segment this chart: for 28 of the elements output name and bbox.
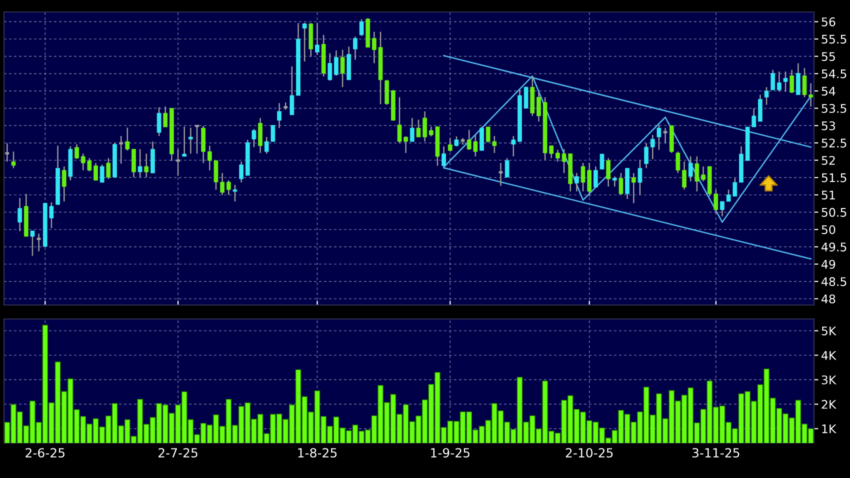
y-tick-label: 52.5: [822, 138, 846, 148]
y-tick-label: 1K: [822, 424, 836, 434]
y-tick-label: 55.5: [822, 34, 846, 44]
y-tick-label: 50: [822, 225, 836, 234]
y-tick-label: 50.5: [822, 208, 846, 217]
y-tick-label: 49.5: [822, 242, 846, 252]
x-tick-label: 1-9-25: [431, 448, 470, 458]
y-tick-label: 48.5: [822, 277, 846, 286]
y-tick-label: 55: [822, 52, 835, 61]
y-tick-label: 51: [822, 190, 835, 200]
y-tick-label: 54: [822, 86, 836, 96]
y-tick-label: 3K: [822, 375, 836, 384]
x-tick-label: 3-11-25: [692, 448, 740, 458]
y-tick-label: 52: [822, 156, 835, 165]
x-tick-label: 2-10-25: [566, 448, 613, 458]
y-tick-label: 53: [822, 121, 836, 130]
y-tick-label: 53.5: [822, 104, 846, 113]
y-tick-label: 48: [822, 294, 836, 304]
y-tick-label: 5K: [822, 326, 836, 336]
y-tick-label: 54.5: [822, 70, 846, 78]
x-tick-label: 2-6-25: [26, 448, 64, 458]
y-tick-label: 4K: [822, 351, 836, 360]
x-tick-label: 1-8-25: [298, 448, 337, 458]
x-tick-label: 2-7-25: [158, 448, 198, 458]
y-tick-label: 2K: [822, 400, 836, 409]
y-tick-label: 56: [822, 17, 836, 26]
y-tick-label: 51.5: [822, 173, 846, 182]
y-tick-label: 49: [822, 260, 836, 269]
